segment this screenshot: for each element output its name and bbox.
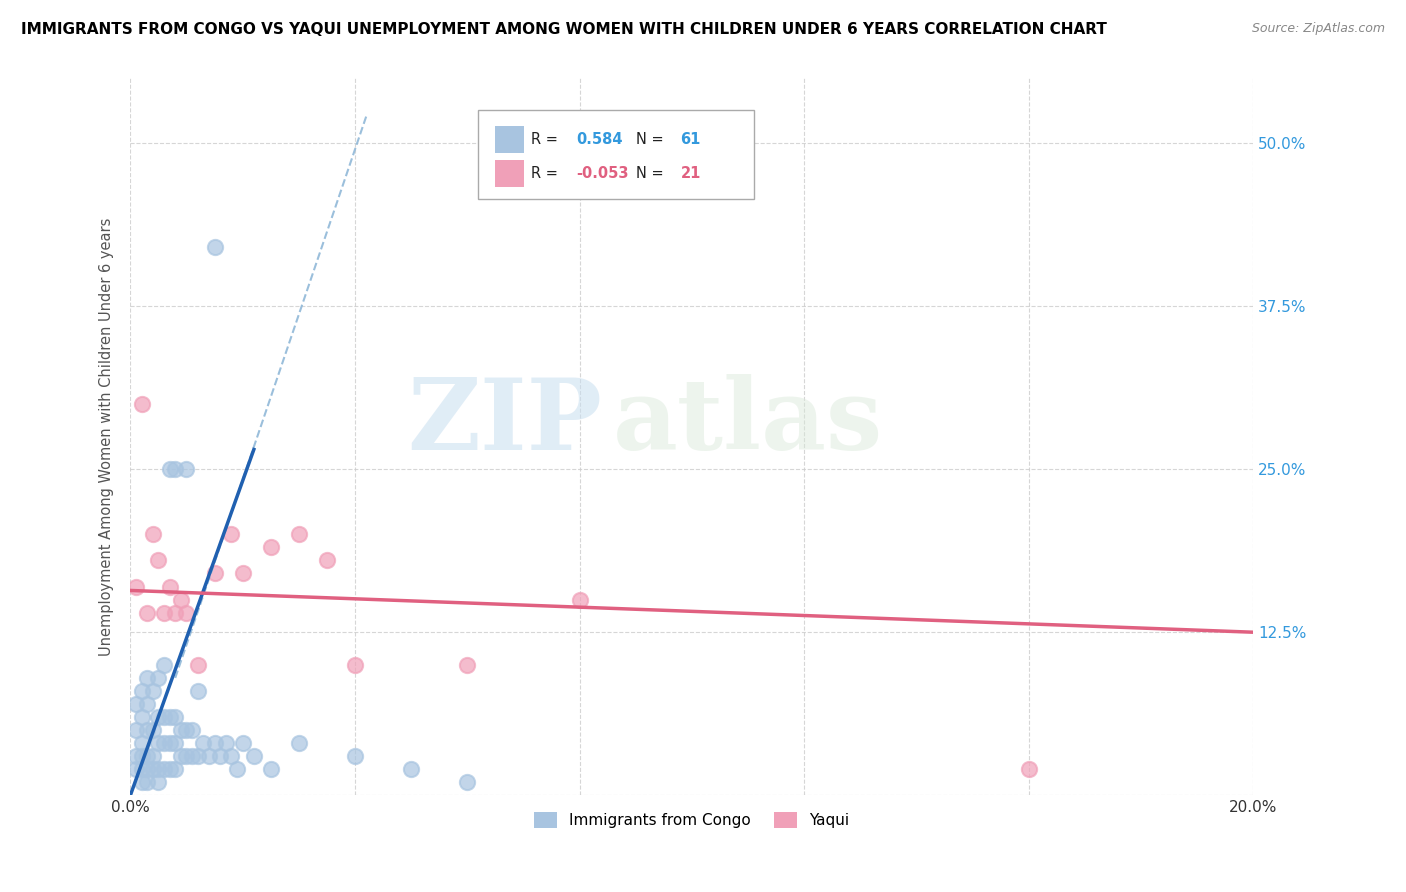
Point	[165, 736, 187, 750]
Point	[232, 736, 254, 750]
Point	[260, 541, 283, 555]
Point	[215, 736, 238, 750]
Point	[204, 736, 226, 750]
Point	[181, 749, 204, 764]
Point	[198, 749, 221, 764]
Point	[221, 749, 243, 764]
Point	[204, 240, 226, 254]
Point	[136, 775, 159, 789]
Point	[176, 749, 198, 764]
Text: IMMIGRANTS FROM CONGO VS YAQUI UNEMPLOYMENT AMONG WOMEN WITH CHILDREN UNDER 6 YE: IMMIGRANTS FROM CONGO VS YAQUI UNEMPLOYM…	[21, 22, 1107, 37]
Point	[243, 749, 266, 764]
Point	[456, 775, 478, 789]
Point	[181, 723, 204, 738]
Point	[176, 723, 198, 738]
Point	[131, 684, 153, 698]
Point	[153, 710, 176, 724]
Point	[399, 762, 422, 776]
Point	[1018, 762, 1040, 776]
Point	[343, 657, 366, 672]
Point	[226, 762, 249, 776]
Text: atlas: atlas	[613, 374, 883, 471]
Point	[142, 749, 165, 764]
Point	[153, 736, 176, 750]
Text: -0.053: -0.053	[576, 166, 628, 181]
Point	[136, 762, 159, 776]
Point	[209, 749, 232, 764]
Point	[131, 775, 153, 789]
Point	[456, 657, 478, 672]
Point	[287, 736, 309, 750]
Point	[125, 697, 148, 711]
Point	[165, 462, 187, 476]
Point	[159, 736, 181, 750]
Point	[131, 397, 153, 411]
Bar	[495, 160, 524, 187]
FancyBboxPatch shape	[478, 110, 754, 200]
Point	[131, 749, 153, 764]
Point	[125, 762, 148, 776]
Point	[136, 749, 159, 764]
Text: N =: N =	[636, 166, 668, 181]
Point	[165, 762, 187, 776]
Point	[153, 762, 176, 776]
Point	[125, 749, 148, 764]
Point	[170, 592, 193, 607]
Point	[125, 723, 148, 738]
Point	[170, 723, 193, 738]
Text: N =: N =	[636, 132, 668, 146]
Point	[260, 762, 283, 776]
Point	[193, 736, 215, 750]
Point	[568, 592, 591, 607]
Point	[187, 684, 209, 698]
Point	[142, 723, 165, 738]
Bar	[495, 126, 524, 153]
Point	[142, 684, 165, 698]
Point	[187, 657, 209, 672]
Point	[142, 762, 165, 776]
Text: R =: R =	[531, 132, 562, 146]
Point	[159, 762, 181, 776]
Point	[159, 580, 181, 594]
Point	[232, 566, 254, 581]
Y-axis label: Unemployment Among Women with Children Under 6 years: Unemployment Among Women with Children U…	[100, 218, 114, 656]
Point	[142, 527, 165, 541]
Point	[159, 710, 181, 724]
Point	[148, 553, 170, 567]
Point	[153, 657, 176, 672]
Point	[159, 462, 181, 476]
Point	[204, 566, 226, 581]
Point	[131, 736, 153, 750]
Text: 0.584: 0.584	[576, 132, 623, 146]
Point	[165, 710, 187, 724]
Point	[136, 697, 159, 711]
Point	[165, 606, 187, 620]
Point	[153, 606, 176, 620]
Point	[315, 553, 337, 567]
Point	[136, 606, 159, 620]
Point	[131, 762, 153, 776]
Text: R =: R =	[531, 166, 562, 181]
Point	[148, 736, 170, 750]
Point	[148, 671, 170, 685]
Text: 61: 61	[681, 132, 702, 146]
Text: Source: ZipAtlas.com: Source: ZipAtlas.com	[1251, 22, 1385, 36]
Point	[187, 749, 209, 764]
Point	[136, 671, 159, 685]
Point	[176, 606, 198, 620]
Point	[221, 527, 243, 541]
Point	[170, 749, 193, 764]
Point	[343, 749, 366, 764]
Point	[136, 723, 159, 738]
Point	[176, 462, 198, 476]
Text: 21: 21	[681, 166, 702, 181]
Point	[148, 762, 170, 776]
Point	[125, 580, 148, 594]
Point	[287, 527, 309, 541]
Point	[131, 710, 153, 724]
Legend: Immigrants from Congo, Yaqui: Immigrants from Congo, Yaqui	[529, 806, 855, 834]
Text: ZIP: ZIP	[408, 374, 602, 471]
Point	[148, 775, 170, 789]
Point	[148, 710, 170, 724]
